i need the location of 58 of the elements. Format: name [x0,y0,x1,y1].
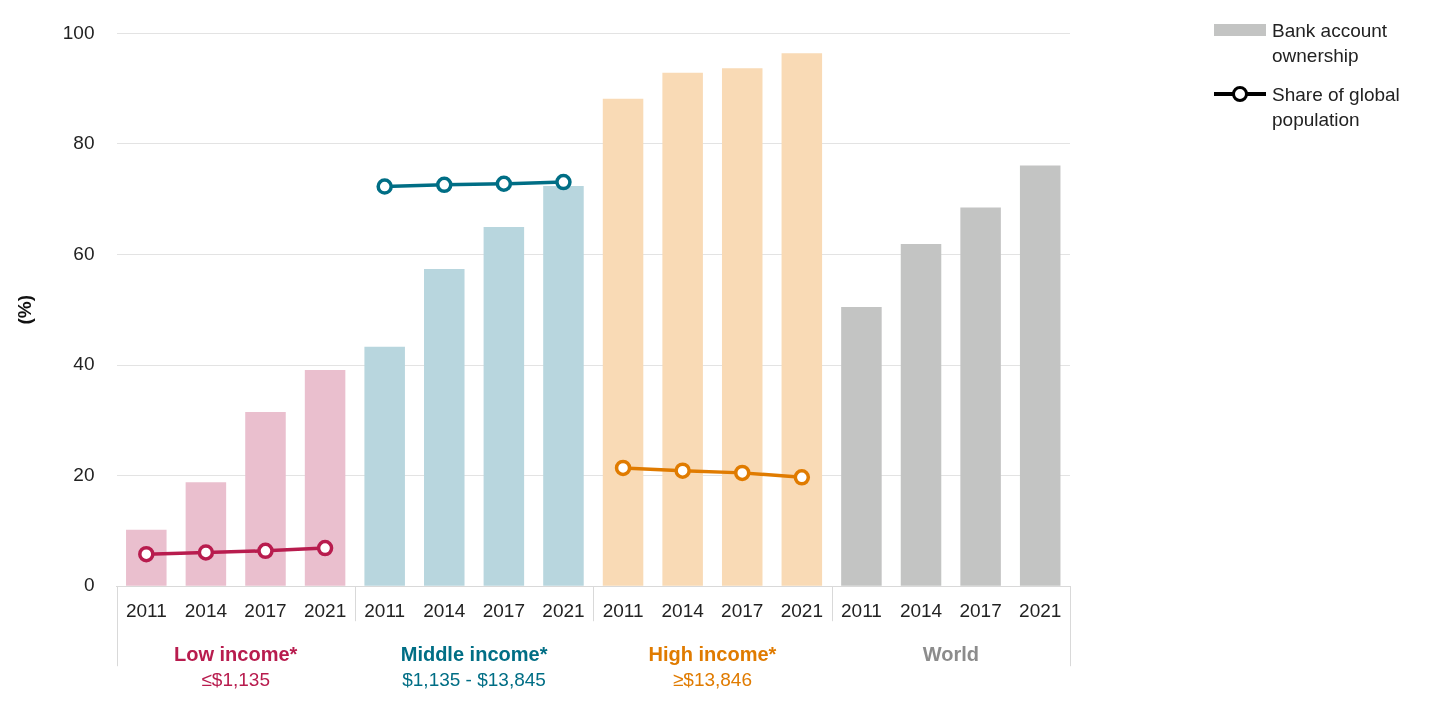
point [316,539,334,557]
x-tick-label: 2014 [899,599,943,621]
point [733,464,751,482]
point [495,175,513,193]
y-tick-label: 0 [83,574,95,596]
x-tick-label: 2017 [244,599,287,621]
bar [1019,165,1061,586]
bar [543,185,584,586]
point [376,178,393,195]
x-tick-label: 2011 [125,599,167,621]
legend-label: Bank account ownership [1272,19,1389,68]
bar [364,346,405,586]
x-tick-label: 2014 [423,599,466,621]
x-tick-label: 2021 [1019,599,1062,621]
y-tick-label: 20 [73,463,95,485]
x-tick-label: 2017 [482,599,525,621]
text: World [922,642,979,665]
point [436,176,453,194]
y-tick-label: 60 [73,242,95,264]
x-tick-label: 2017 [721,599,764,621]
x-tick-label: 2011 [364,599,406,621]
x-tick-label: 2014 [661,599,705,621]
text: Low income* [174,642,298,665]
point [555,173,572,191]
y-axis-title: (%) [13,295,35,325]
x-tick-label: 2014 [184,599,228,621]
bar [781,53,823,586]
x-tick-label: 2021 [542,599,585,621]
y-tick-label: 100 [62,21,95,43]
bar [304,370,346,586]
x-tick-label: 2011 [840,599,882,621]
point [257,542,274,560]
x-tick-label: 2021 [303,599,347,621]
bar [662,72,703,586]
point [197,544,215,561]
point [674,462,691,479]
text: Middle income* [400,642,548,665]
bar [602,98,644,586]
point [614,459,632,477]
bar [245,412,286,586]
y-tick-label: 40 [73,353,95,375]
bar [900,244,942,586]
bar [185,482,227,586]
point [793,469,811,486]
text: $1,135 - $13,845 [402,669,546,691]
x-tick-label: 2011 [602,599,644,621]
text: ≤$1,135 [201,669,270,691]
text: High income* [648,642,777,665]
bar [424,268,465,586]
bar [483,226,525,586]
x-tick-label: 2017 [959,599,1002,621]
text: ≥$13,846 [672,669,752,691]
y-tick-label: 80 [73,132,95,154]
bar [841,307,882,586]
x-tick-label: 2021 [780,599,823,621]
bar [960,207,1001,586]
bar [721,68,763,586]
text: Share of global population [1272,83,1401,132]
